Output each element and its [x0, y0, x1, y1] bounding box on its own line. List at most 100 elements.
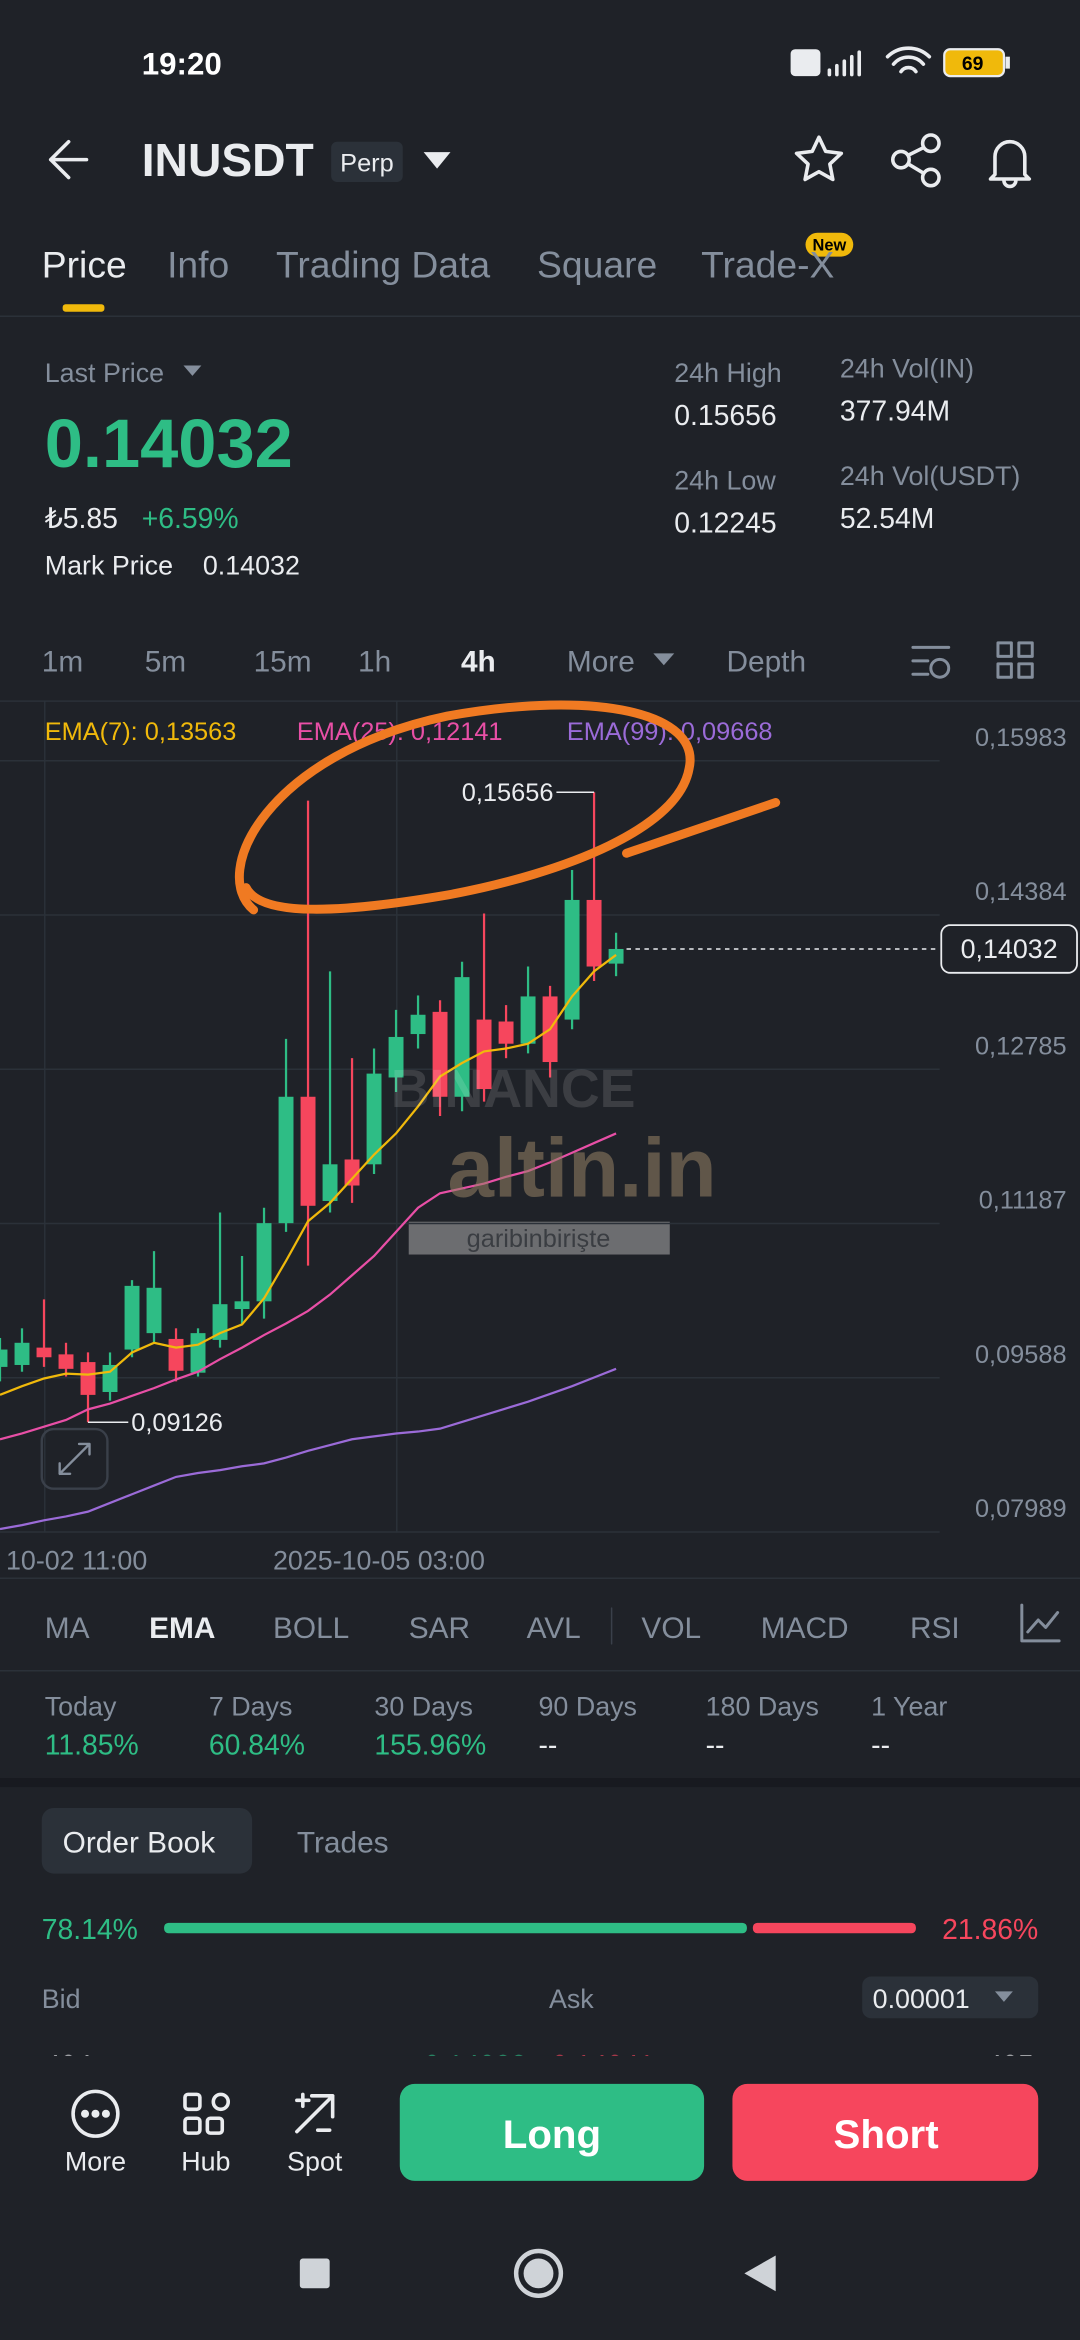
section-gap — [0, 1778, 1080, 1788]
back-button[interactable] — [48, 139, 89, 180]
last-price: 0.14032 — [45, 405, 293, 482]
new-badge-bg — [805, 232, 854, 257]
indicator-tab[interactable]: VOL — [641, 1612, 701, 1645]
stat-label: 24h High — [674, 358, 781, 388]
share-button[interactable] — [890, 133, 941, 188]
battery-level: 69 — [962, 53, 984, 75]
candle-body — [410, 1014, 426, 1035]
symbol[interactable]: INUSDT — [142, 134, 314, 186]
candle-body — [300, 1096, 316, 1206]
tab[interactable]: Square — [537, 243, 657, 285]
chart-settings-button[interactable] — [911, 645, 951, 679]
status-time: 19:20 — [142, 47, 222, 82]
candle-body — [146, 1287, 162, 1334]
indicator-tab[interactable]: MA — [45, 1612, 90, 1645]
spot-icon[interactable] — [295, 2092, 335, 2134]
tab[interactable]: Trade-X — [701, 243, 834, 285]
short-button[interactable] — [732, 2083, 1039, 2181]
price-type-dropdown[interactable] — [183, 365, 202, 376]
ask-header: Ask — [549, 1984, 594, 2014]
watermark-caption: garibinbirişte — [467, 1225, 611, 1253]
indicator-settings[interactable] — [1020, 1603, 1061, 1643]
indicator-tab[interactable]: SAR — [409, 1612, 470, 1645]
fullscreen-button[interactable] — [40, 1427, 109, 1490]
badge-bg — [331, 141, 403, 182]
indicator-tab[interactable]: BOLL — [273, 1612, 349, 1645]
period-label: 7 Days — [209, 1691, 293, 1721]
indicator-tab[interactable]: RSI — [910, 1612, 960, 1645]
nav-back[interactable] — [744, 2255, 776, 2292]
signal-icon — [827, 50, 862, 77]
fiat-price: ₺5.85 — [45, 503, 118, 535]
candle-body — [344, 1159, 360, 1186]
interval[interactable]: More — [567, 645, 635, 678]
price-change: +6.59% — [142, 503, 239, 535]
candle-body — [0, 1349, 8, 1367]
shortcut-label[interactable]: Hub — [181, 2146, 230, 2176]
symbol-dropdown[interactable] — [423, 152, 451, 169]
period-change: 60.84% — [209, 1729, 305, 1761]
candle-body — [14, 1342, 30, 1365]
interval[interactable]: Depth — [726, 645, 806, 678]
candle-body — [498, 1021, 514, 1044]
interval[interactable]: 1h — [358, 645, 391, 678]
period-change: 155.96% — [374, 1729, 486, 1761]
favorite-button[interactable] — [794, 135, 844, 182]
tab[interactable]: Trading Data — [276, 243, 490, 285]
indicator-tab[interactable]: AVL — [527, 1612, 581, 1645]
period-change: -- — [539, 1729, 558, 1761]
long-button[interactable] — [399, 2083, 705, 2181]
order-book-tab[interactable]: Order Book — [63, 1827, 216, 1860]
interval[interactable]: 15m — [254, 645, 312, 678]
precision-bg[interactable] — [862, 1976, 1039, 2019]
period-label: 1 Year — [871, 1691, 947, 1721]
interval[interactable]: 4h — [461, 645, 496, 678]
stat-label: 24h Vol(IN) — [840, 353, 974, 383]
nav-recents[interactable] — [299, 2258, 330, 2289]
long-label[interactable]: Long — [503, 2112, 601, 2157]
high-marker-label: 0,15656 — [462, 779, 554, 807]
precision-dropdown[interactable] — [994, 1991, 1013, 2002]
candle-body — [190, 1333, 206, 1373]
period-label: Today — [45, 1691, 117, 1721]
candle-body — [564, 899, 580, 1020]
period-label: 30 Days — [374, 1691, 472, 1721]
tab-bg — [41, 1807, 253, 1874]
interval[interactable]: 1m — [42, 645, 83, 678]
nav-home[interactable] — [513, 2248, 564, 2298]
bid-ratio-label: 78.14% — [42, 1914, 138, 1946]
stat-value: 0.15656 — [674, 400, 776, 432]
indicator-tab[interactable]: MACD — [761, 1612, 849, 1645]
shortcut-label[interactable]: Spot — [287, 2146, 343, 2176]
hub-icon[interactable] — [183, 2092, 231, 2135]
short-label[interactable]: Short — [834, 2112, 939, 2157]
shortcut-label[interactable]: More — [65, 2146, 126, 2176]
candlestick-chart — [0, 759, 940, 1533]
bid-header: Bid — [42, 1984, 81, 2014]
wifi-icon — [885, 46, 932, 74]
indicator-tab[interactable]: EMA — [149, 1612, 215, 1645]
scribble-loop — [234, 700, 695, 915]
alert-button[interactable] — [988, 140, 1032, 189]
more-dropdown[interactable] — [653, 653, 675, 666]
mark-price-label: Mark Price — [45, 550, 173, 580]
low-marker-label: 0,09126 — [131, 1409, 223, 1437]
tab[interactable]: Info — [167, 243, 229, 285]
legend-entry: EMA(7): 0,13563 — [45, 718, 237, 746]
candle-body — [366, 1073, 382, 1165]
candle-body — [168, 1338, 184, 1371]
precision-value[interactable]: 0.00001 — [873, 1984, 970, 2014]
tab[interactable]: Price — [42, 243, 127, 285]
watermark-brand: BINANCE — [391, 1059, 636, 1119]
ask-ratio-bar — [752, 1922, 916, 1934]
more-icon[interactable] — [71, 2089, 120, 2138]
y-tick-label: 0,09588 — [975, 1341, 1067, 1369]
order-book-tab[interactable]: Trades — [297, 1827, 389, 1860]
candle-body — [520, 996, 536, 1044]
candle-body — [234, 1301, 250, 1310]
candle-body — [80, 1362, 96, 1395]
layout-button[interactable] — [996, 641, 1034, 679]
bid-ratio-bar — [164, 1922, 747, 1934]
interval[interactable]: 5m — [145, 645, 186, 678]
y-tick-label: 0,12785 — [975, 1032, 1067, 1060]
